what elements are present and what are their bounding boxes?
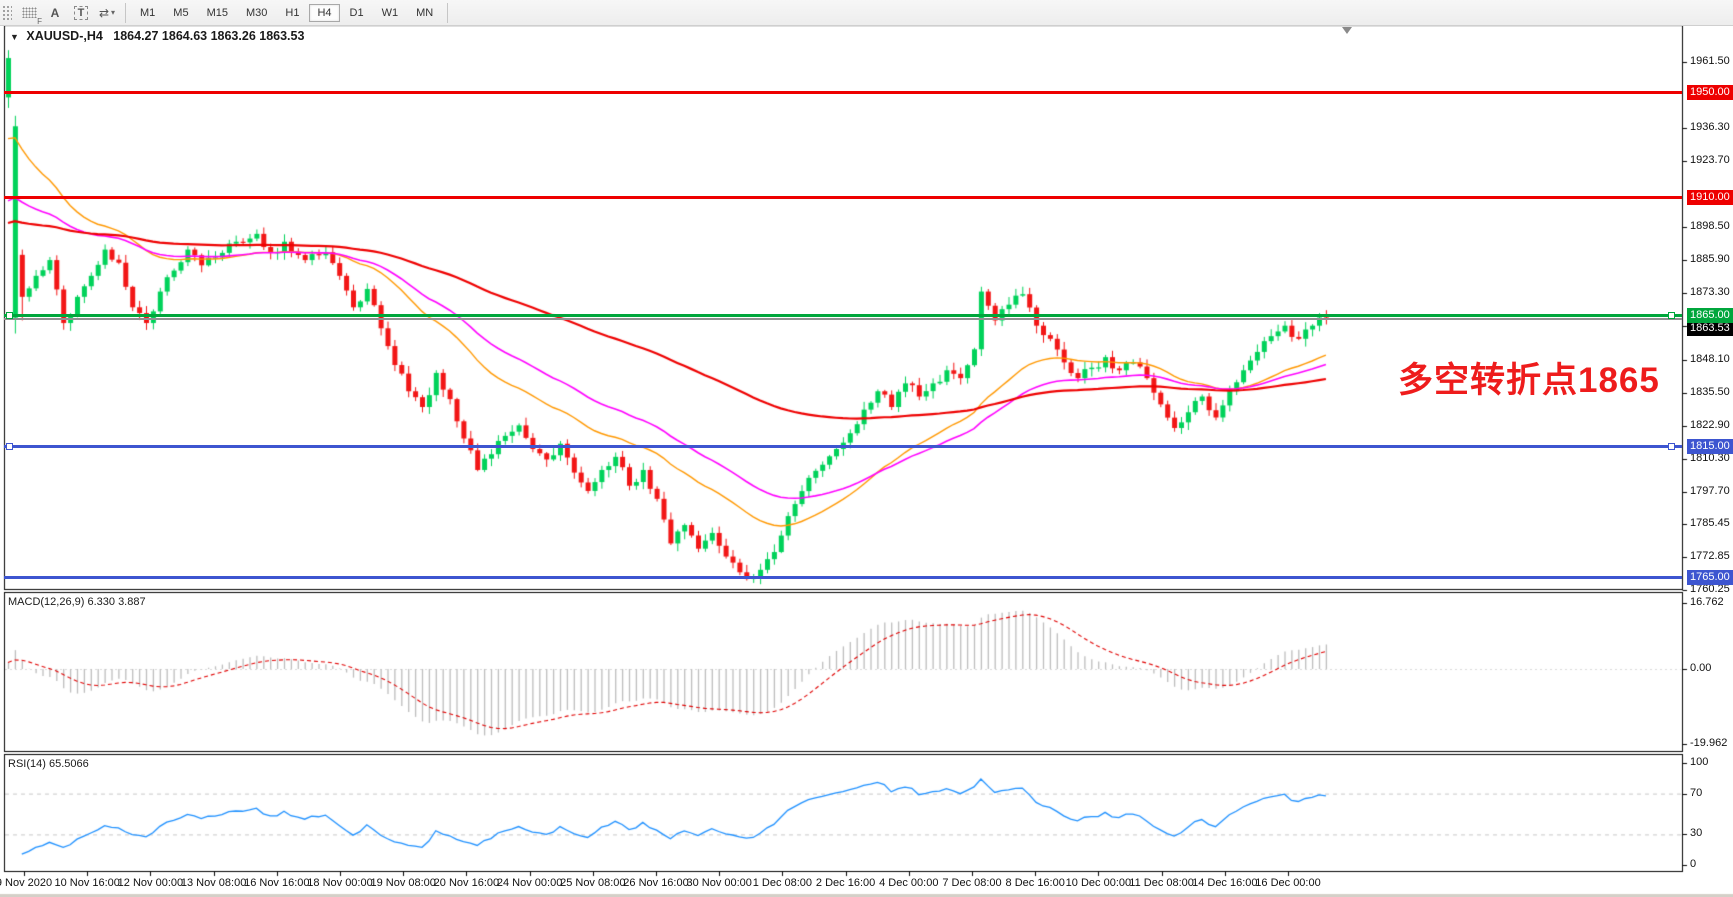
line-handle[interactable] <box>1668 442 1675 450</box>
text-box-icon: T <box>73 5 89 20</box>
toolbar-drag-handle[interactable] <box>2 4 12 21</box>
price-tick-label: 1810.30 <box>1690 451 1730 464</box>
timeframe-button-M30[interactable]: M30 <box>238 4 275 22</box>
price-level-line-1815.00[interactable] <box>4 444 1682 448</box>
price-tick-label: 1873.30 <box>1690 286 1730 299</box>
timeframe-button-W1[interactable]: W1 <box>374 4 407 22</box>
price-tick-label: 1923.70 <box>1690 154 1730 167</box>
line-handle[interactable] <box>1668 311 1675 319</box>
price-tick-label: 1936.30 <box>1690 121 1730 134</box>
price-level-line-1865.00[interactable] <box>4 313 1682 317</box>
macd-scale-label: -19.962 <box>1690 737 1728 749</box>
price-level-line-1950.00[interactable] <box>4 90 1682 94</box>
rsi-scale-label: 70 <box>1690 787 1703 799</box>
text-box-tool-button[interactable]: T <box>70 3 92 23</box>
ohlc-readout: 1864.27 1864.63 1863.26 1863.53 <box>113 29 305 43</box>
line-handle[interactable] <box>6 311 13 319</box>
price-tick-label: 1961.50 <box>1690 55 1730 67</box>
date-label: 12 Nov 00:00 <box>117 877 184 889</box>
toolbar: F A T ⇄ ▾ M1 M5 M15 M30 H1 H4 D1 W1 MN <box>0 0 1733 26</box>
timeframe-button-H1[interactable]: H1 <box>277 4 307 22</box>
timeframe-button-MN[interactable]: MN <box>408 4 441 22</box>
price-level-axis-label: 1865.00 <box>1687 307 1733 323</box>
date-label: 8 Dec 16:00 <box>1005 877 1065 889</box>
date-label: 1 Dec 08:00 <box>752 877 813 889</box>
bid-price-line <box>4 318 1682 321</box>
chevron-down-icon: ▾ <box>111 8 116 17</box>
grid-dots-icon <box>21 7 37 18</box>
toolbar-separator <box>125 2 126 23</box>
macd-label: MACD(12,26,9) 6.330 3.887 <box>8 596 146 608</box>
macd-scale-label: 0.00 <box>1690 662 1712 674</box>
date-label: 18 Nov 00:00 <box>307 877 373 889</box>
price-tick-label: 1797.70 <box>1690 484 1730 497</box>
timeframe-toolbar: M1 M5 M15 M30 H1 H4 D1 W1 MN <box>131 3 442 22</box>
bid-price-axis-label: 1863.53 <box>1687 321 1733 337</box>
macd-scale-label: 16.762 <box>1690 596 1724 608</box>
date-label: 7 Dec 08:00 <box>942 877 1002 889</box>
price-level-axis-label: 1765.00 <box>1687 570 1733 586</box>
price-level-line-1910.00[interactable] <box>4 195 1682 199</box>
date-label: 14 Dec 16:00 <box>1192 877 1258 889</box>
price-level-axis-label: 1910.00 <box>1687 189 1733 205</box>
date-label: 25 Nov 08:00 <box>560 877 626 889</box>
date-label: 26 Nov 16:00 <box>623 877 689 889</box>
date-label: 9 Nov 2020 <box>0 877 53 889</box>
macd-values: 6.330 3.887 <box>87 596 146 608</box>
timeframe-button-M1[interactable]: M1 <box>132 4 163 22</box>
timeframe-button-M5[interactable]: M5 <box>165 4 196 22</box>
date-label: 19 Nov 08:00 <box>370 877 436 889</box>
chart-shift-marker[interactable] <box>1342 27 1352 34</box>
rsi-label: RSI(14) 65.5066 <box>8 758 89 770</box>
price-tick-label: 1772.85 <box>1690 549 1730 562</box>
price-tick-label: 1760.25 <box>1690 582 1730 595</box>
timeframe-button-D1[interactable]: D1 <box>342 4 372 22</box>
text-annotation-tool-button[interactable]: A <box>44 3 66 23</box>
swap-arrows-icon: ⇄ <box>98 5 110 20</box>
symbol-dropdown-arrow[interactable]: ▼ <box>10 32 19 42</box>
rsi-scale-label: 30 <box>1690 827 1703 839</box>
date-label: 16 Nov 16:00 <box>244 877 310 889</box>
date-label: 11 Dec 08:00 <box>1129 877 1194 889</box>
timeframe-button-H4[interactable]: H4 <box>309 3 340 22</box>
price-tick-label: 1848.10 <box>1690 352 1730 365</box>
date-label: 30 Nov 00:00 <box>686 877 752 889</box>
price-level-axis-label: 1950.00 <box>1687 84 1733 100</box>
date-label: 13 Nov 08:00 <box>180 877 247 889</box>
price-level-axis-label: 1815.00 <box>1687 438 1733 454</box>
price-tick-label: 1785.45 <box>1690 516 1730 529</box>
price-tick-label: 1898.50 <box>1690 220 1730 233</box>
date-label: 4 Dec 00:00 <box>879 877 939 889</box>
price-tick-label: 1835.50 <box>1690 385 1730 398</box>
chart-grid-tool-button[interactable]: F <box>18 3 42 26</box>
price-level-line-1765.00[interactable] <box>4 576 1682 580</box>
timeframe-button-M15[interactable]: M15 <box>199 4 236 22</box>
date-label: 20 Nov 16:00 <box>433 877 500 889</box>
price-tick-label: 1822.90 <box>1690 418 1730 431</box>
price-tick-label: 1885.90 <box>1690 253 1730 266</box>
line-handle[interactable] <box>6 442 13 450</box>
date-label: 24 Nov 00:00 <box>496 877 563 889</box>
date-label: 2 Dec 16:00 <box>815 877 876 889</box>
chart-text-annotation[interactable]: 多空转折点1865 <box>1398 361 1660 400</box>
toolbar-separator <box>447 2 449 23</box>
rsi-scale-label: 0 <box>1690 858 1697 870</box>
date-label: 10 Nov 16:00 <box>54 877 120 889</box>
arrow-objects-tool-button[interactable]: ⇄ ▾ <box>96 3 118 23</box>
symbol-period-text: XAUUSD-,H4 <box>26 29 103 43</box>
rsi-value: 65.5066 <box>48 758 89 770</box>
letter-a-icon: A <box>50 5 60 20</box>
rsi-scale-label: 100 <box>1690 756 1709 768</box>
chart-title: ▼ XAUUSD-,H4 1864.27 1864.63 1863.26 186… <box>10 29 304 43</box>
grid-f-subscript: F <box>37 16 42 26</box>
date-label: 16 Dec 00:00 <box>1255 877 1321 889</box>
date-label: 10 Dec 00:00 <box>1065 877 1132 889</box>
